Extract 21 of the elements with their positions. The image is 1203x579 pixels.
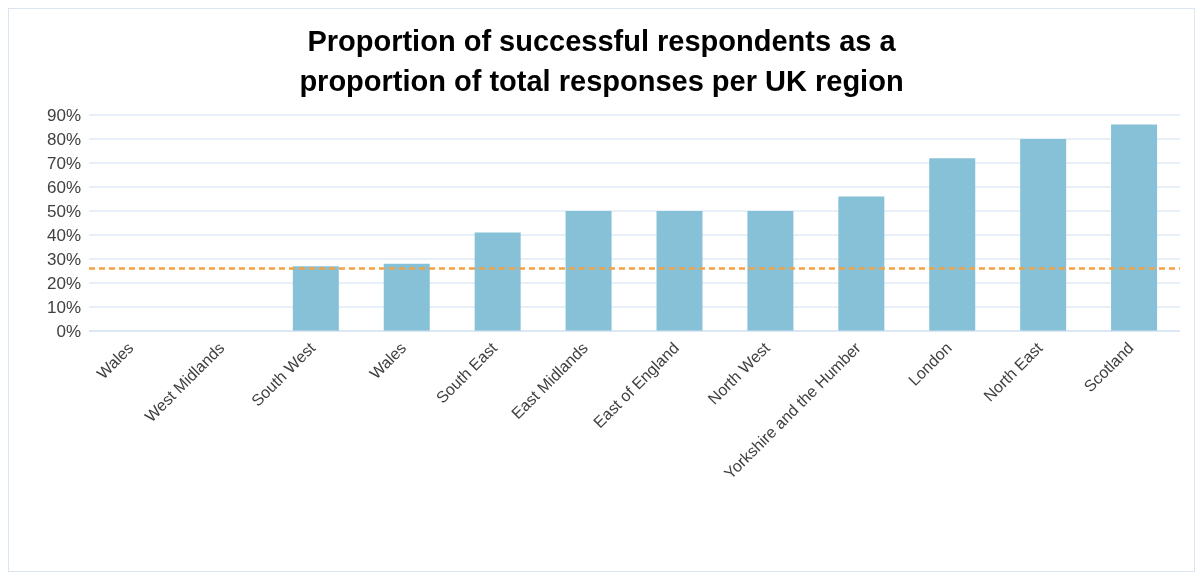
bar <box>474 232 521 331</box>
bar <box>565 211 612 331</box>
y-tick-label: 20% <box>46 274 81 294</box>
chart-title: Proportion of successful respondents as a proportion of total responses per UK region <box>298 24 905 99</box>
bar <box>292 266 339 331</box>
y-tick-label: 10% <box>46 298 81 318</box>
y-tick-label: 30% <box>46 250 81 270</box>
bar <box>838 196 885 331</box>
y-tick-label: 80% <box>46 130 81 150</box>
y-tick-label: 0% <box>56 322 81 342</box>
y-tick-label: 50% <box>46 202 81 222</box>
bar <box>747 211 794 331</box>
y-tick-label: 40% <box>46 226 81 246</box>
bar <box>383 263 430 331</box>
bar <box>656 211 703 331</box>
bar <box>1020 139 1067 331</box>
bar <box>929 158 976 331</box>
y-tick-label: 60% <box>46 178 81 198</box>
bar <box>1111 124 1158 331</box>
y-tick-label: 90% <box>46 106 81 126</box>
y-tick-label: 70% <box>46 154 81 174</box>
